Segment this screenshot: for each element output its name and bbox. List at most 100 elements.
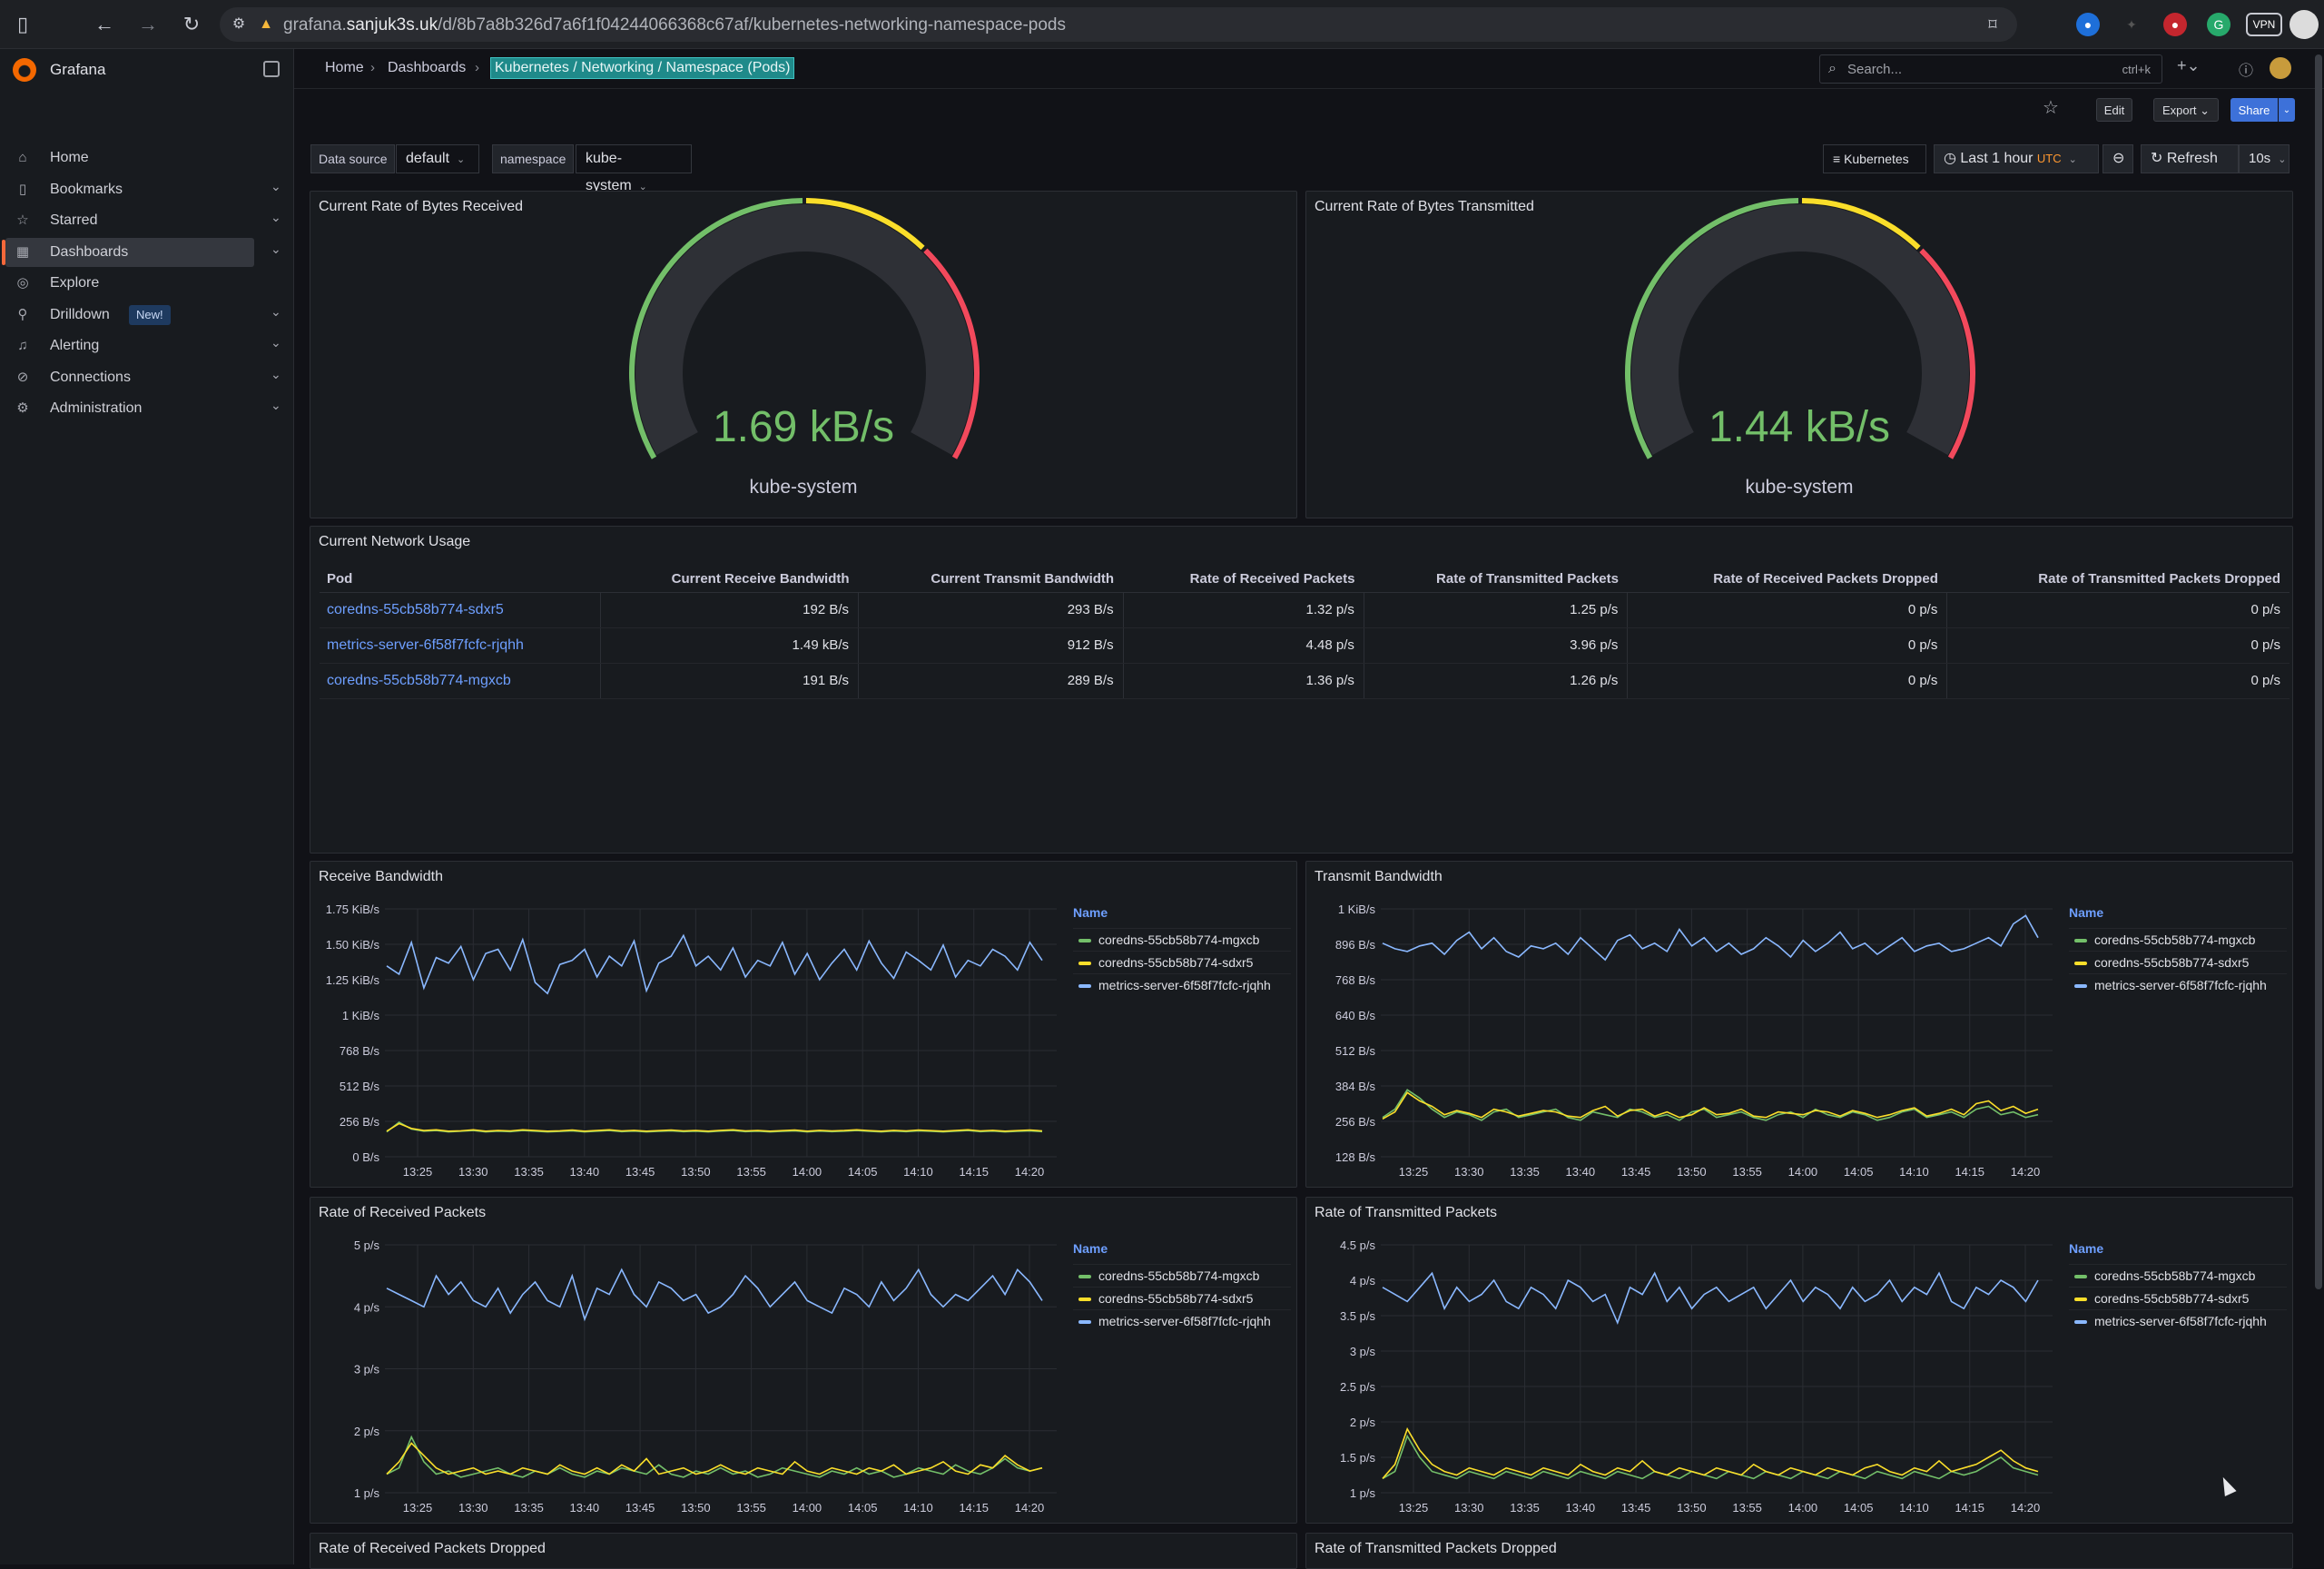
legend-item[interactable]: coredns-55cb58b774-sdxr5 xyxy=(1073,1287,1291,1309)
legend-item[interactable]: coredns-55cb58b774-mgxcb xyxy=(1073,928,1291,951)
url-text[interactable]: grafana.sanjuk3s.uk/d/8b7a8b326d7a6f1f04… xyxy=(283,15,1066,35)
back-icon[interactable]: ← xyxy=(94,13,114,35)
extension-green-icon[interactable]: G xyxy=(2207,13,2230,36)
series-line-coredns-55cb58b774-sdxr5[interactable] xyxy=(386,1122,1043,1132)
export-button[interactable]: Export ⌄ xyxy=(2153,98,2219,122)
breadcrumb-home[interactable]: Home xyxy=(325,60,364,75)
series-line-coredns-55cb58b774-sdxr5[interactable] xyxy=(386,1442,1043,1475)
chevron-down-icon[interactable]: ⌄ xyxy=(271,210,281,224)
extension-dim-icon[interactable]: ✦ xyxy=(2126,17,2137,32)
chevron-down-icon[interactable]: ⌄ xyxy=(271,241,281,256)
series-line-metrics-server-6f58f7fcfc-rjqhh[interactable] xyxy=(1382,1271,2039,1325)
sidebar-item-alerting[interactable]: ♫ Alerting ⌄ xyxy=(5,331,281,360)
datasource-select[interactable]: default ⌄ xyxy=(396,144,479,173)
sidebar-item-home[interactable]: ⌂ Home xyxy=(5,143,254,173)
refresh-button[interactable]: ↻ Refresh xyxy=(2141,144,2239,173)
zoom-out-icon[interactable]: ⊖ xyxy=(2102,144,2133,173)
search-input[interactable]: ⌕ Search... ctrl+k xyxy=(1819,54,2162,84)
series-line-coredns-55cb58b774-sdxr5[interactable] xyxy=(1382,1426,2039,1479)
sidebar-item-bookmarks[interactable]: ▯ Bookmarks ⌄ xyxy=(5,175,281,204)
extension-password-icon[interactable]: ● xyxy=(2076,13,2100,36)
panel-title[interactable]: Rate of Transmitted Packets Dropped xyxy=(1315,1541,1557,1556)
vpn-icon[interactable]: VPN xyxy=(2246,13,2282,36)
chevron-down-icon[interactable]: ⌄ xyxy=(271,366,281,381)
profile-avatar[interactable] xyxy=(2290,10,2319,39)
legend-item[interactable]: coredns-55cb58b774-sdxr5 xyxy=(2069,951,2287,973)
breadcrumb-dashboards[interactable]: Dashboards xyxy=(388,60,467,75)
timeseries-chart[interactable]: 1 p/s 2 p/s 3 p/s 4 p/s 5 p/s 13:25 13:30 13:35… xyxy=(310,1198,1298,1525)
panel-title[interactable]: Transmit Bandwidth xyxy=(1315,869,1443,884)
series-line-metrics-server-6f58f7fcfc-rjqhh[interactable] xyxy=(1382,914,2039,962)
pod-link[interactable]: coredns-55cb58b774-mgxcb xyxy=(320,663,602,699)
timeseries-chart[interactable]: 0 B/s 256 B/s 512 B/s 768 B/s 1 KiB/s 1.25 Ki… xyxy=(310,862,1298,1189)
grafana-logo-icon[interactable] xyxy=(13,58,36,82)
column-header[interactable]: Current Receive Bandwidth xyxy=(600,567,859,593)
address-bar[interactable]: ⚙ ▲ grafana.sanjuk3s.uk/d/8b7a8b326d7a6f… xyxy=(220,7,2017,42)
panel-title[interactable]: Receive Bandwidth xyxy=(319,869,443,884)
legend-item[interactable]: coredns-55cb58b774-sdxr5 xyxy=(2069,1287,2287,1309)
panel-title[interactable]: Current Rate of Bytes Transmitted xyxy=(1315,199,1534,214)
panel-title[interactable]: Rate of Transmitted Packets xyxy=(1315,1205,1497,1220)
share-button[interactable]: Share xyxy=(2230,98,2278,122)
sidebar-item-dashboards[interactable]: ▦ Dashboards ⌄ xyxy=(2,237,281,267)
site-settings-icon[interactable]: ⚙ xyxy=(231,16,246,32)
breadcrumb-current[interactable]: Kubernetes / Networking / Namespace (Pod… xyxy=(490,57,795,79)
star-dashboard-icon[interactable]: ☆ xyxy=(2043,98,2059,118)
column-header[interactable]: Rate of Transmitted Packets Dropped xyxy=(1946,567,2290,593)
pod-link[interactable]: coredns-55cb58b774-sdxr5 xyxy=(320,592,602,628)
series-line-coredns-55cb58b774-mgxcb[interactable] xyxy=(1382,1089,2039,1121)
pod-link[interactable]: metrics-server-6f58f7fcfc-rjqhh xyxy=(320,627,602,664)
chevron-down-icon[interactable]: ⌄ xyxy=(271,335,281,350)
sidebar-item-connections[interactable]: ⊘ Connections ⌄ xyxy=(5,363,281,392)
legend-header[interactable]: Name xyxy=(2069,1241,2104,1256)
panel-title[interactable]: Current Rate of Bytes Received xyxy=(319,199,523,214)
chevron-down-icon[interactable]: ⌄ xyxy=(271,398,281,412)
sidebar-item-drilldown[interactable]: ⚲ Drilldown New! ⌄ xyxy=(5,301,281,330)
panel-title[interactable]: Current Network Usage xyxy=(319,534,471,549)
column-header[interactable]: Current Transmit Bandwidth xyxy=(858,567,1124,593)
timeseries-chart[interactable]: 1 p/s 1.5 p/s 2 p/s 2.5 p/s 3 p/s 3.5 p/s 4 p/… xyxy=(1306,1198,2294,1525)
kubernetes-links-button[interactable]: ≡ Kubernetes xyxy=(1823,144,1926,173)
column-header[interactable]: Rate of Received Packets xyxy=(1123,567,1364,593)
legend-header[interactable]: Name xyxy=(2069,905,2104,920)
series-line-coredns-55cb58b774-mgxcb[interactable] xyxy=(1382,1434,2039,1480)
refresh-interval-select[interactable]: 10s ⌄ xyxy=(2239,144,2290,173)
panel-title[interactable]: Rate of Received Packets Dropped xyxy=(319,1541,546,1556)
chevron-down-icon[interactable]: ⌄ xyxy=(271,303,281,319)
column-header[interactable]: Rate of Received Packets Dropped xyxy=(1627,567,1947,593)
series-line-metrics-server-6f58f7fcfc-rjqhh[interactable] xyxy=(386,1268,1043,1322)
bookmark-page-icon[interactable]: ⌑ xyxy=(1988,15,1997,34)
column-header[interactable]: Rate of Transmitted Packets xyxy=(1364,567,1628,593)
legend-item[interactable]: coredns-55cb58b774-mgxcb xyxy=(1073,1264,1291,1287)
chevron-down-icon[interactable]: ⌄ xyxy=(271,178,281,193)
legend-item[interactable]: coredns-55cb58b774-mgxcb xyxy=(2069,1264,2287,1287)
time-picker[interactable]: ◷ Last 1 hour UTC ⌄ xyxy=(1934,144,2099,173)
sidebar-item-administration[interactable]: ⚙ Administration ⌄ xyxy=(5,394,281,423)
column-header[interactable]: Pod xyxy=(320,567,601,593)
namespace-select[interactable]: kube-system ⌄ xyxy=(576,144,692,193)
legend-item[interactable]: metrics-server-6f58f7fcfc-rjqhh xyxy=(1073,973,1291,996)
legend-header[interactable]: Name xyxy=(1073,905,1108,920)
extension-red-icon[interactable]: ● xyxy=(2163,13,2187,36)
add-icon[interactable]: +⌄ xyxy=(2177,56,2201,74)
forward-icon[interactable]: → xyxy=(138,13,158,35)
timeseries-chart[interactable]: 128 B/s 256 B/s 384 B/s 512 B/s 640 B/s 768 B… xyxy=(1306,862,2294,1189)
page-scrollbar[interactable] xyxy=(2315,54,2322,1289)
legend-item[interactable]: metrics-server-6f58f7fcfc-rjqhh xyxy=(2069,1309,2287,1332)
legend-item[interactable]: metrics-server-6f58f7fcfc-rjqhh xyxy=(1073,1309,1291,1332)
series-line-coredns-55cb58b774-sdxr5[interactable] xyxy=(1382,1091,2039,1120)
legend-header[interactable]: Name xyxy=(1073,1241,1108,1256)
legend-item[interactable]: coredns-55cb58b774-sdxr5 xyxy=(1073,951,1291,973)
dock-menu-icon[interactable] xyxy=(263,61,280,77)
series-line-coredns-55cb58b774-mgxcb[interactable] xyxy=(386,1435,1043,1478)
series-line-metrics-server-6f58f7fcfc-rjqhh[interactable] xyxy=(386,933,1043,995)
sidebar-item-explore[interactable]: ◎ Explore xyxy=(5,269,254,298)
sidebar-item-starred[interactable]: ☆ Starred ⌄ xyxy=(5,206,281,235)
help-icon[interactable]: ⓘ xyxy=(2239,64,2254,79)
panel-title[interactable]: Rate of Received Packets xyxy=(319,1205,487,1220)
legend-item[interactable]: metrics-server-6f58f7fcfc-rjqhh xyxy=(2069,973,2287,996)
reload-icon[interactable]: ↻ xyxy=(182,13,201,35)
sidebar-toggle-icon[interactable]: ▯ xyxy=(16,13,29,35)
user-avatar[interactable] xyxy=(2270,57,2291,79)
edit-button[interactable]: Edit xyxy=(2096,98,2132,122)
